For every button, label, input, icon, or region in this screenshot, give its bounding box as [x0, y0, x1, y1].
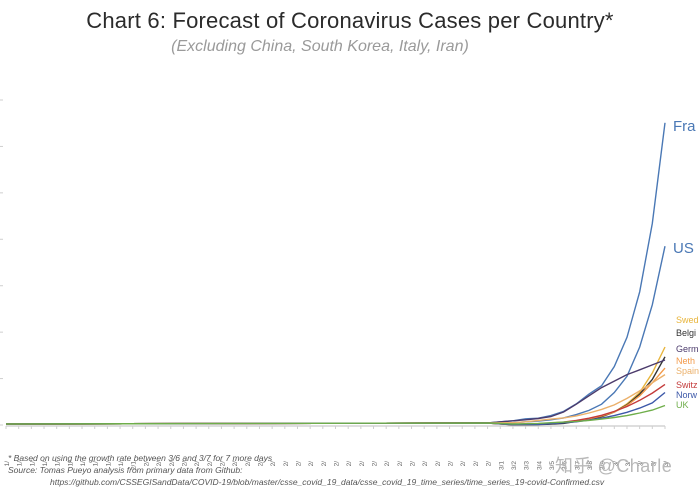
series-label-uk: UK: [676, 400, 689, 410]
x-tick-label: 2/: [372, 461, 379, 467]
x-tick-label: 1/: [55, 461, 62, 467]
x-tick-label: 2/: [169, 461, 176, 467]
x-tick-label: 3/: [638, 461, 645, 467]
series-line-germ: [5, 359, 666, 425]
chart-subtitle: (Excluding China, South Korea, Italy, Ir…: [171, 38, 469, 55]
x-tick-label: 1/: [67, 461, 74, 467]
x-tick-label: 2/: [397, 461, 404, 467]
x-tick-label: 3/6: [562, 461, 569, 470]
series-line-switz: [5, 383, 666, 426]
watermark: 知乎 @Charle: [555, 456, 673, 476]
x-tick-label: 3/8: [587, 461, 594, 470]
footnote-method: * Based on using the growth rate between…: [8, 453, 273, 463]
x-tick-label: 2/: [295, 461, 302, 467]
x-tick-label: 2/: [460, 461, 467, 467]
series-line-us: [5, 246, 666, 425]
series-line-belgi: [5, 356, 666, 426]
footnote-url: https://github.com/CSSEGISandData/COVID-…: [50, 477, 605, 487]
x-tick-label: 2/: [194, 461, 201, 467]
x-tick-label: 2/: [410, 461, 417, 467]
footnote-source: Source: Tomas Pueyo analysis from primar…: [8, 465, 243, 475]
x-tick-label: 3/7: [574, 461, 581, 470]
x-tick-label: 3/9: [600, 461, 607, 470]
x-tick-label: 2/: [143, 461, 150, 467]
series-label-neth: Neth: [676, 356, 695, 366]
x-tick-label: 1/: [118, 461, 125, 467]
x-tick-label: 2/: [308, 461, 315, 467]
series-label-belgi: Belgi: [676, 328, 696, 338]
x-tick-label: 2/: [156, 461, 163, 467]
axis-layer: 1/1/1/1/1/1/1/1/1/1/2/1 2/2/2/2/2/2/2/2/2…: [0, 99, 670, 470]
x-tick-label: 1/: [29, 461, 36, 467]
x-tick-label: 2/: [448, 461, 455, 467]
x-tick-label: 2/: [219, 461, 226, 467]
x-tick-label: 1/: [80, 461, 87, 467]
series-label-germ: Germ: [676, 344, 699, 354]
x-tick-label: 2/: [245, 461, 252, 467]
x-tick-label: 2/: [283, 461, 290, 467]
series-line-norw: [5, 391, 666, 426]
x-tick-label: 2/: [473, 461, 480, 467]
x-tick-label: 3/3: [524, 461, 531, 470]
series-label-norw: Norw: [676, 390, 698, 400]
series-label-spain: Spain: [676, 366, 699, 376]
x-tick-label: 3/2: [511, 461, 518, 470]
x-tick-label: 2/: [435, 461, 442, 467]
series-label-switz: Switz: [676, 380, 698, 390]
x-tick-label: 1/: [4, 461, 11, 467]
x-tick-label: 3/: [625, 461, 632, 467]
series-layer: [5, 122, 666, 426]
x-tick-label: 1/: [17, 461, 24, 467]
x-tick-label: 2/: [346, 461, 353, 467]
series-line-spain: [5, 374, 666, 425]
x-tick-label: 3/: [650, 461, 657, 467]
x-tick-label: 1/: [93, 461, 100, 467]
x-tick-label: 3/5: [549, 461, 556, 470]
x-tick-label: 2/1: [131, 461, 138, 470]
series-line-fra: [5, 122, 666, 425]
x-tick-label: 3/4: [536, 461, 543, 470]
series-label-fra: Fra: [673, 118, 696, 135]
x-tick-label: 2/: [384, 461, 391, 467]
x-tick-label: 2/: [334, 461, 341, 467]
series-line-uk: [5, 404, 666, 425]
x-tick-label: 3/1: [498, 461, 505, 470]
series-label-swed: Swed: [676, 315, 699, 325]
x-tick-label: 1/: [105, 461, 112, 467]
x-tick-label: 2/: [207, 461, 214, 467]
x-tick-label: 2/: [257, 461, 264, 467]
x-tick-label: 3/: [612, 461, 619, 467]
x-tick-label: 2/: [359, 461, 366, 467]
series-line-swed: [5, 346, 666, 426]
x-tick-label: 3/: [663, 461, 670, 467]
x-tick-label: 1/: [42, 461, 49, 467]
x-tick-label: 2/: [270, 461, 277, 467]
series-line-neth: [5, 367, 666, 426]
x-tick-label: 2/: [422, 461, 429, 467]
x-tick-label: 2/: [486, 461, 493, 467]
series-label-us: US: [673, 240, 694, 257]
x-tick-label: 2/: [321, 461, 328, 467]
x-tick-label: 2/: [181, 461, 188, 467]
x-tick-label: 2/: [232, 461, 239, 467]
chart-title: Chart 6: Forecast of Coronavirus Cases p…: [86, 8, 614, 33]
